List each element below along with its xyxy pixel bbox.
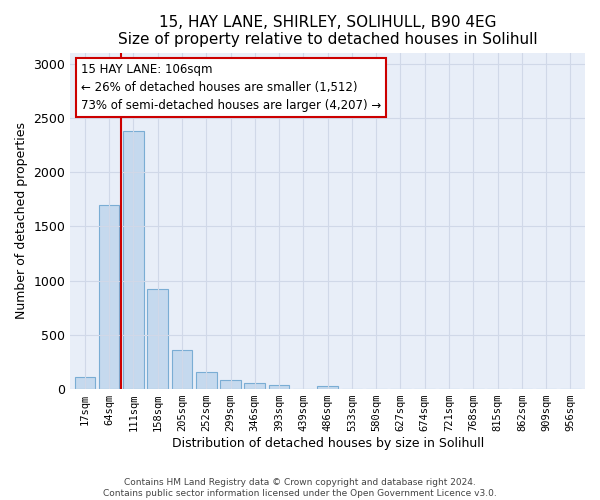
Text: 15 HAY LANE: 106sqm
← 26% of detached houses are smaller (1,512)
73% of semi-det: 15 HAY LANE: 106sqm ← 26% of detached ho… bbox=[80, 63, 381, 112]
X-axis label: Distribution of detached houses by size in Solihull: Distribution of detached houses by size … bbox=[172, 437, 484, 450]
Y-axis label: Number of detached properties: Number of detached properties bbox=[15, 122, 28, 320]
Bar bbox=[269, 386, 289, 389]
Bar bbox=[293, 388, 314, 389]
Title: 15, HAY LANE, SHIRLEY, SOLIHULL, B90 4EG
Size of property relative to detached h: 15, HAY LANE, SHIRLEY, SOLIHULL, B90 4EG… bbox=[118, 15, 538, 48]
Bar bbox=[220, 380, 241, 389]
Bar bbox=[196, 372, 217, 389]
Bar bbox=[123, 131, 144, 389]
Bar bbox=[148, 290, 168, 389]
Bar bbox=[244, 383, 265, 389]
Text: Contains HM Land Registry data © Crown copyright and database right 2024.
Contai: Contains HM Land Registry data © Crown c… bbox=[103, 478, 497, 498]
Bar bbox=[99, 204, 119, 389]
Bar bbox=[317, 386, 338, 389]
Bar bbox=[172, 350, 192, 389]
Bar bbox=[74, 377, 95, 389]
